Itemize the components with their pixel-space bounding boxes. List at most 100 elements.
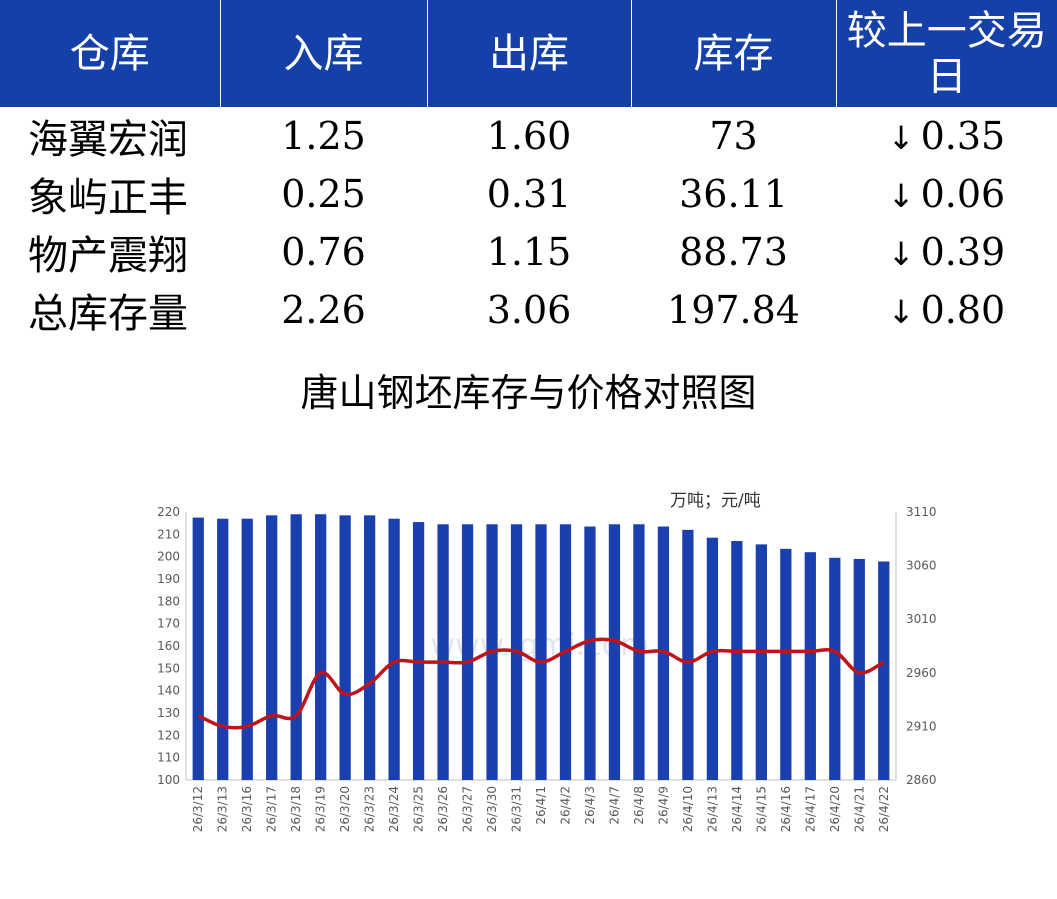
chart-svg: www.lgmi.com 100110120130140150160170180… xyxy=(0,340,1057,895)
table-row: 物产震翔 0.76 1.15 88.73 ↓0.39 xyxy=(0,223,1057,281)
bar xyxy=(584,527,595,780)
x-tick-label: 26/3/19 xyxy=(314,786,328,832)
bar xyxy=(805,552,816,780)
x-tick-label: 26/4/8 xyxy=(632,786,646,825)
warehouse-name: 物产震翔 xyxy=(0,223,220,281)
change-value: 0.06 xyxy=(921,172,1006,216)
outbound-value: 1.15 xyxy=(427,223,631,281)
x-tick-label: 26/4/2 xyxy=(558,786,572,825)
bar xyxy=(291,514,302,780)
bar xyxy=(364,515,375,780)
bar xyxy=(609,524,620,780)
x-tick-label: 26/4/3 xyxy=(583,786,597,825)
y-right-tick-label: 2960 xyxy=(906,666,937,680)
y-left-tick-label: 160 xyxy=(157,639,180,653)
bar xyxy=(315,514,326,780)
header-outbound: 出库 xyxy=(427,0,631,107)
x-tick-label: 26/3/27 xyxy=(461,786,475,832)
x-tick-label: 26/3/24 xyxy=(387,786,401,832)
down-arrow-icon: ↓ xyxy=(888,235,915,273)
change-cell: ↓0.06 xyxy=(836,165,1057,223)
x-tick-label: 26/3/16 xyxy=(240,786,254,832)
bar xyxy=(242,519,253,780)
x-tick-label: 26/3/12 xyxy=(191,786,205,832)
bar xyxy=(388,519,399,780)
y-right-tick-label: 3060 xyxy=(906,559,937,573)
y-left-tick-label: 210 xyxy=(157,527,180,541)
bar xyxy=(413,522,424,780)
table-row: 海翼宏润 1.25 1.60 73 ↓0.35 xyxy=(0,107,1057,165)
x-tick-label: 26/3/25 xyxy=(412,786,426,832)
bar xyxy=(266,515,277,780)
change-cell: ↓0.80 xyxy=(836,281,1057,339)
y-left-tick-label: 120 xyxy=(157,728,180,742)
bar xyxy=(756,544,767,780)
bar xyxy=(535,524,546,780)
x-tick-label: 26/4/22 xyxy=(877,786,891,832)
header-warehouse: 仓库 xyxy=(0,0,220,107)
outbound-value: 0.31 xyxy=(427,165,631,223)
bar xyxy=(193,518,204,780)
warehouse-name: 总库存量 xyxy=(0,281,220,339)
y-right-tick-label: 3010 xyxy=(906,612,937,626)
x-tick-label: 26/4/15 xyxy=(754,786,768,832)
bar xyxy=(878,561,889,780)
unit-label: 万吨；元/吨 xyxy=(670,491,761,511)
outbound-value: 1.60 xyxy=(427,107,631,165)
change-cell: ↓0.39 xyxy=(836,223,1057,281)
x-tick-label: 26/4/21 xyxy=(852,786,866,832)
header-inbound: 入库 xyxy=(220,0,427,107)
x-tick-label: 26/4/13 xyxy=(705,786,719,832)
x-tick-label: 26/4/20 xyxy=(828,786,842,832)
y-left-tick-label: 130 xyxy=(157,706,180,720)
warehouse-name: 象屿正丰 xyxy=(0,165,220,223)
bar xyxy=(217,519,228,780)
x-tick-label: 26/3/17 xyxy=(265,786,279,832)
x-tick-label: 26/3/31 xyxy=(510,786,524,832)
y-left-tick-label: 170 xyxy=(157,617,180,631)
bar xyxy=(707,538,718,780)
y-right-tick-label: 3110 xyxy=(906,505,937,519)
stock-value: 197.84 xyxy=(631,281,836,339)
bar xyxy=(462,524,473,780)
down-arrow-icon: ↓ xyxy=(888,177,915,215)
x-tick-label: 26/4/7 xyxy=(607,786,621,825)
x-tick-label: 26/3/30 xyxy=(485,786,499,832)
header-change: 较上一交易日 xyxy=(836,0,1057,107)
bar xyxy=(437,524,448,780)
stock-value: 36.11 xyxy=(631,165,836,223)
down-arrow-icon: ↓ xyxy=(888,293,915,331)
inbound-value: 0.25 xyxy=(220,165,427,223)
change-value: 0.80 xyxy=(921,288,1006,332)
y-left-tick-label: 220 xyxy=(157,505,180,519)
change-value: 0.39 xyxy=(921,230,1006,274)
x-tick-label: 26/4/10 xyxy=(681,786,695,832)
change-value: 0.35 xyxy=(921,114,1006,158)
x-tick-label: 26/4/14 xyxy=(730,786,744,832)
inbound-value: 1.25 xyxy=(220,107,427,165)
inbound-value: 0.76 xyxy=(220,223,427,281)
x-tick-label: 26/3/23 xyxy=(363,786,377,832)
bar xyxy=(829,558,840,780)
inventory-table: 仓库 入库 出库 库存 较上一交易日 海翼宏润 1.25 1.60 73 ↓0.… xyxy=(0,0,1057,339)
chart-area: www.lgmi.com 100110120130140150160170180… xyxy=(0,340,1057,895)
x-tick-label: 26/4/17 xyxy=(803,786,817,832)
bar-series xyxy=(193,514,890,780)
x-tick-label: 26/4/1 xyxy=(534,786,548,825)
y-left-tick-label: 110 xyxy=(157,751,180,765)
y-left-tick-label: 200 xyxy=(157,550,180,564)
x-tick-label: 26/4/16 xyxy=(779,786,793,832)
table-row: 象屿正丰 0.25 0.31 36.11 ↓0.06 xyxy=(0,165,1057,223)
y-right-tick-label: 2910 xyxy=(906,719,937,733)
y-left-tick-label: 100 xyxy=(157,773,180,787)
table-header-row: 仓库 入库 出库 库存 较上一交易日 xyxy=(0,0,1057,107)
outbound-value: 3.06 xyxy=(427,281,631,339)
table-row: 总库存量 2.26 3.06 197.84 ↓0.80 xyxy=(0,281,1057,339)
y-left-tick-label: 150 xyxy=(157,661,180,675)
down-arrow-icon: ↓ xyxy=(888,119,915,157)
warehouse-name: 海翼宏润 xyxy=(0,107,220,165)
stock-value: 73 xyxy=(631,107,836,165)
bar xyxy=(340,515,351,780)
change-cell: ↓0.35 xyxy=(836,107,1057,165)
